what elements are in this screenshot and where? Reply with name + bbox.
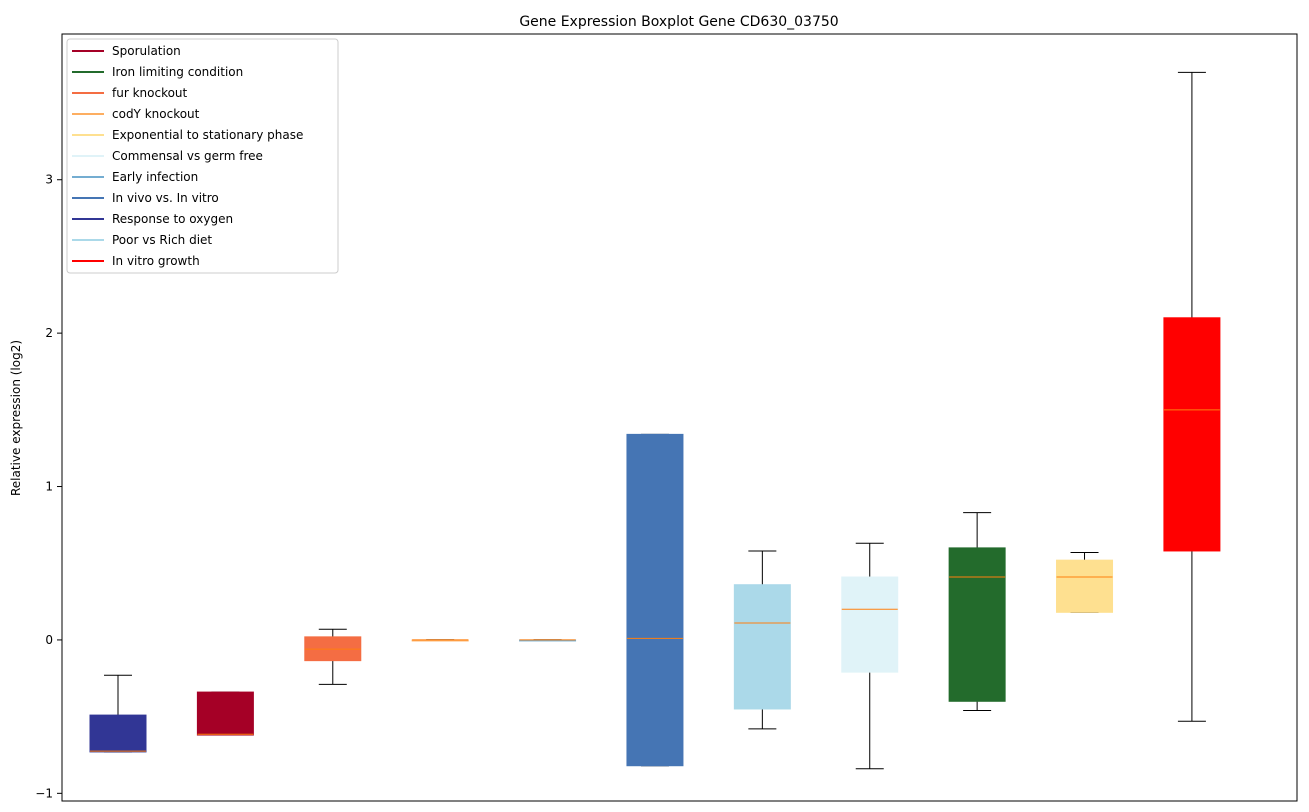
legend-label: fur knockout — [112, 86, 188, 100]
legend-label: Commensal vs germ free — [112, 149, 263, 163]
y-tick-label: 3 — [45, 173, 53, 187]
y-tick-label: −1 — [35, 786, 53, 800]
legend-entry: In vivo vs. In vitro — [72, 191, 219, 205]
box-body — [841, 576, 899, 673]
box-3 — [304, 628, 362, 685]
boxes-layer — [89, 71, 1221, 770]
box-body — [89, 714, 147, 753]
legend-entry: fur knockout — [72, 86, 188, 100]
box-body — [948, 547, 1006, 702]
legend-entry: Early infection — [72, 170, 198, 184]
legend: Sporulation Iron limiting condition fur kn… — [66, 38, 339, 274]
legend-entry: Commensal vs germ free — [72, 149, 263, 163]
box-1 — [89, 674, 147, 753]
legend-entry: Exponential to stationary phase — [72, 128, 303, 142]
legend-label: codY knockout — [112, 107, 200, 121]
box-7 — [733, 550, 791, 730]
plot-frame — [61, 33, 1298, 802]
box-10 — [1056, 551, 1114, 613]
legend-label: Response to oxygen — [112, 212, 233, 226]
y-axis-label: Relative expression (log2) — [9, 340, 23, 496]
legend-label: In vitro growth — [112, 254, 200, 268]
legend-entry: In vitro growth — [72, 254, 200, 268]
legend-entry: Poor vs Rich diet — [72, 233, 212, 247]
legend-label: Poor vs Rich diet — [112, 233, 212, 247]
legend-entry: Response to oxygen — [72, 212, 233, 226]
box-body — [626, 433, 684, 767]
box-body — [733, 584, 791, 710]
box-8 — [841, 542, 899, 770]
legend-label: Sporulation — [112, 44, 181, 58]
y-tick-label: 2 — [45, 326, 53, 340]
y-axis: −1 0 1 2 3 — [35, 173, 62, 800]
y-tick-label: 1 — [45, 480, 53, 494]
box-11 — [1163, 71, 1221, 722]
legend-entry: Iron limiting condition — [72, 65, 243, 79]
box-2 — [196, 691, 254, 736]
box-body — [1163, 317, 1221, 552]
y-tick-label: 0 — [45, 633, 53, 647]
box-body — [196, 691, 254, 736]
legend-label: Early infection — [112, 170, 198, 184]
box-5 — [519, 639, 577, 642]
box-body — [1056, 559, 1114, 613]
legend-label: In vivo vs. In vitro — [112, 191, 219, 205]
legend-entry: Sporulation — [72, 44, 181, 58]
box-6 — [626, 433, 684, 767]
legend-entry: codY knockout — [72, 107, 200, 121]
legend-label: Iron limiting condition — [112, 65, 243, 79]
box-4 — [411, 639, 469, 642]
legend-label: Exponential to stationary phase — [112, 128, 303, 142]
box-9 — [948, 512, 1006, 711]
legend-frame — [66, 38, 339, 274]
chart-title: Gene Expression Boxplot Gene CD630_03750 — [519, 14, 838, 30]
